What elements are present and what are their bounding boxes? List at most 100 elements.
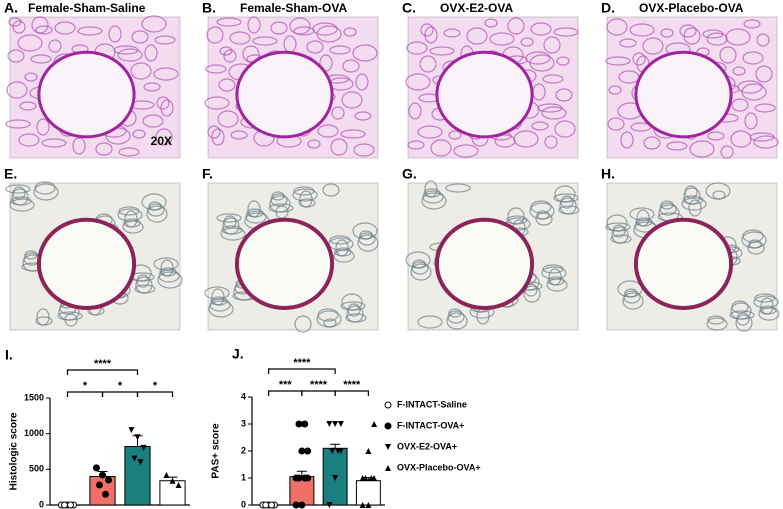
airway <box>235 50 334 139</box>
legend-label: OVX-Placebo-OVA+ <box>397 462 481 472</box>
tissue <box>619 38 637 48</box>
tissue <box>529 54 555 72</box>
significance-label: *** <box>279 379 293 391</box>
tissue <box>706 32 728 46</box>
tissue <box>530 22 552 36</box>
tissue <box>12 20 26 34</box>
tissue <box>35 316 53 326</box>
significance-bracket <box>66 391 104 397</box>
tissue <box>341 91 363 109</box>
significance-bracket <box>334 390 369 396</box>
tissue <box>417 315 443 329</box>
tissue <box>535 212 553 226</box>
tissue <box>642 37 664 55</box>
tissue <box>219 46 233 56</box>
airway <box>37 50 136 139</box>
data-point <box>169 477 176 484</box>
y-axis-label: PAS+ score <box>211 423 222 479</box>
tissue <box>531 121 549 131</box>
tissue <box>77 26 103 36</box>
significance-label: **** <box>343 379 361 391</box>
tissue <box>541 106 567 120</box>
histology-image <box>204 16 379 159</box>
data-point <box>262 501 270 509</box>
data-point <box>105 476 113 484</box>
data-point <box>304 447 312 455</box>
tissue <box>730 130 752 148</box>
tissue <box>707 131 725 141</box>
tissue <box>24 72 38 82</box>
tissue <box>558 205 580 215</box>
data-point <box>384 401 392 409</box>
data-point <box>368 475 375 481</box>
tissue <box>354 111 372 121</box>
data-point <box>163 472 170 479</box>
tissue <box>292 188 318 202</box>
tissue <box>544 135 558 149</box>
tissue <box>216 17 242 27</box>
significance-label: **** <box>94 358 112 370</box>
legend-label: F-INTACT-Saline <box>397 399 467 409</box>
panel-title: OVX-Placebo-OVA <box>639 1 744 15</box>
tissue <box>340 129 366 139</box>
tissue <box>331 106 345 120</box>
tissue <box>741 83 767 101</box>
tissue <box>157 271 183 289</box>
airway <box>434 217 535 310</box>
tissue <box>720 145 734 159</box>
tissue <box>117 48 143 62</box>
tissue <box>322 183 340 197</box>
tissue <box>732 66 746 76</box>
chart-label: J. <box>232 346 244 362</box>
tissue <box>542 74 564 84</box>
data-point <box>326 421 333 427</box>
data-point <box>60 501 68 509</box>
tissue <box>407 140 425 150</box>
data-point <box>67 501 75 509</box>
bar <box>355 480 381 506</box>
tissue <box>445 183 471 193</box>
tissue <box>345 313 367 323</box>
tissue <box>72 137 86 155</box>
tissue <box>622 292 644 310</box>
tissue <box>429 46 455 56</box>
y-tick-label: 3 <box>241 418 246 428</box>
tissue <box>247 16 261 34</box>
airway <box>234 217 335 310</box>
tissue <box>755 65 773 83</box>
tissue <box>419 55 437 73</box>
histology-image <box>5 181 183 331</box>
tissue <box>48 39 62 53</box>
significance-bracket <box>101 391 139 397</box>
magnification: 20X <box>151 134 172 148</box>
data-point <box>371 421 378 427</box>
data-point <box>329 448 336 454</box>
tissue <box>353 143 375 157</box>
tissue <box>316 25 342 43</box>
tissue <box>556 56 570 66</box>
panel-title: OVX-E2-OVA <box>440 1 513 15</box>
tissue <box>208 300 234 318</box>
tissue <box>681 197 707 211</box>
tissue <box>507 17 525 35</box>
tissue <box>689 140 715 158</box>
data-point <box>134 434 141 441</box>
significance-label: **** <box>310 379 328 391</box>
tissue <box>144 44 158 62</box>
tissue <box>735 314 753 332</box>
panel-title: Female-Sham-Saline <box>28 1 146 15</box>
tissue <box>343 27 357 37</box>
error-bar <box>296 470 307 477</box>
data-point <box>301 420 309 428</box>
tissue <box>95 142 113 156</box>
tissue <box>293 26 315 36</box>
tissue <box>688 199 702 217</box>
data-point <box>92 464 100 472</box>
histology-image <box>405 180 580 331</box>
bar <box>159 480 186 506</box>
tissue <box>420 23 434 37</box>
tissue <box>756 33 770 47</box>
tissue <box>206 26 224 44</box>
tissue <box>417 125 443 139</box>
